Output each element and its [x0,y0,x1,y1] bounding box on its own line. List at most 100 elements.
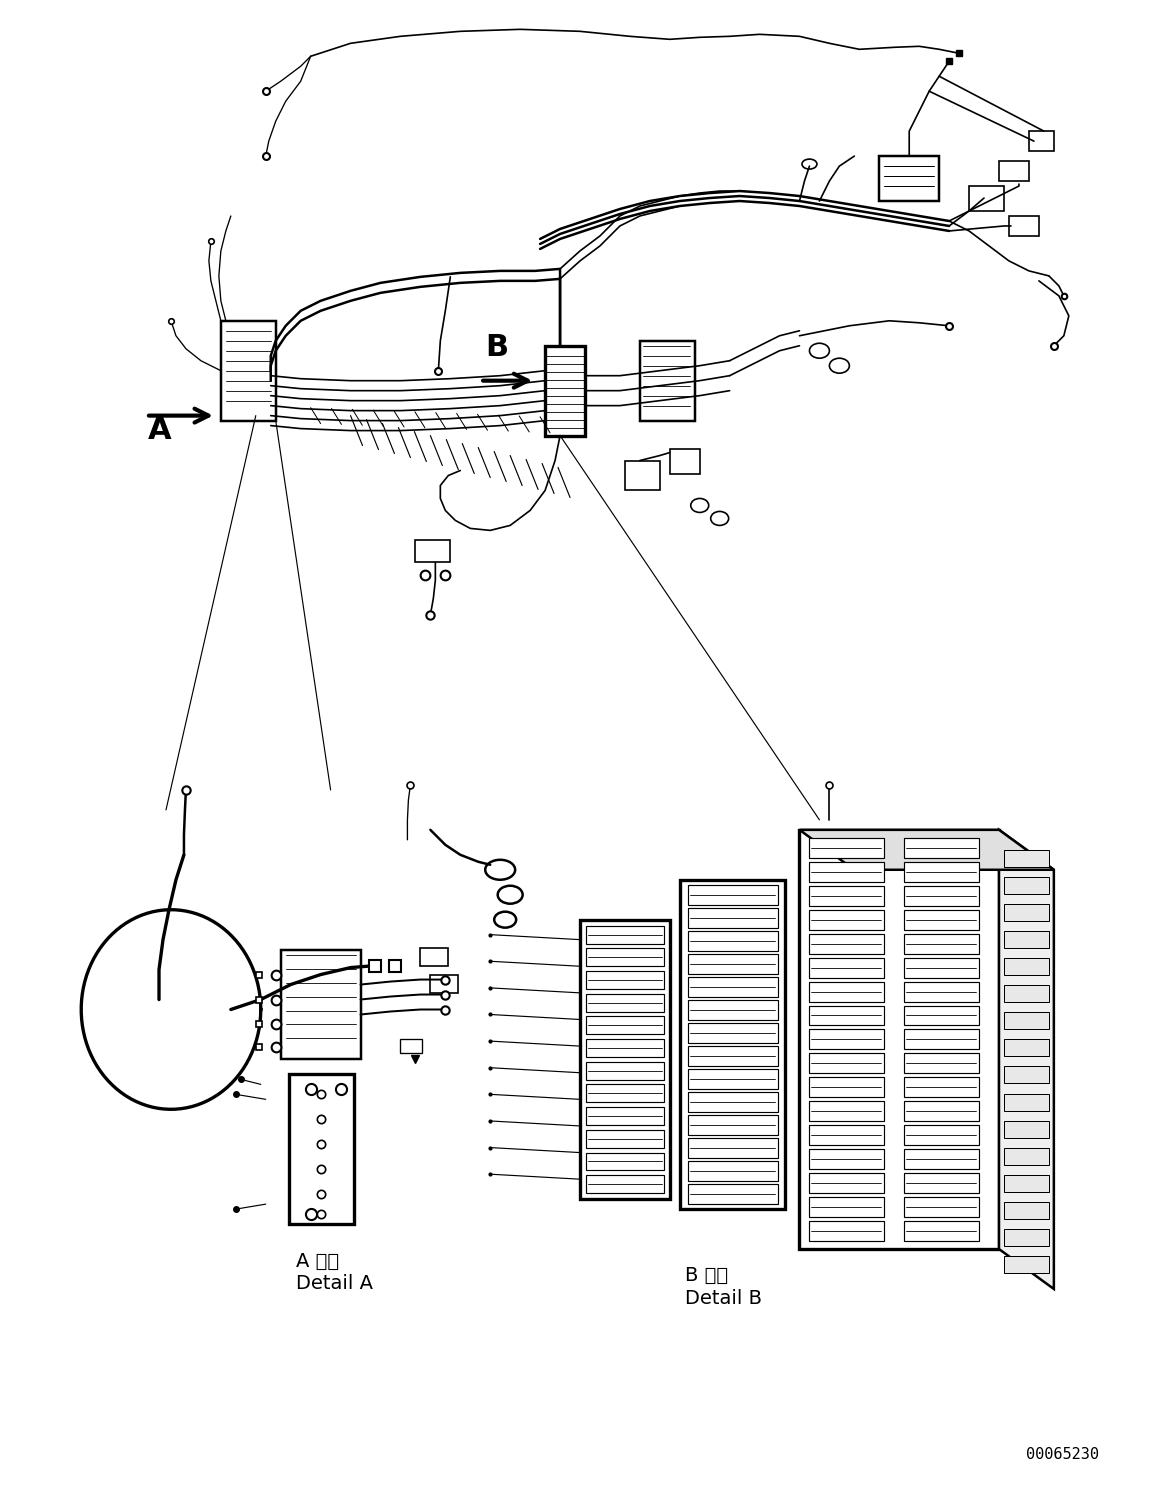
FancyBboxPatch shape [1004,931,1049,948]
FancyBboxPatch shape [1029,131,1054,152]
FancyBboxPatch shape [687,908,778,927]
FancyBboxPatch shape [809,1125,884,1146]
Ellipse shape [711,512,729,525]
FancyBboxPatch shape [586,1176,664,1193]
FancyBboxPatch shape [904,1006,979,1025]
FancyBboxPatch shape [586,1153,664,1171]
FancyBboxPatch shape [1004,1176,1049,1192]
FancyBboxPatch shape [280,949,361,1059]
FancyBboxPatch shape [904,838,979,857]
FancyBboxPatch shape [809,1006,884,1025]
FancyBboxPatch shape [687,1000,778,1019]
FancyBboxPatch shape [1004,1094,1049,1110]
FancyBboxPatch shape [430,975,458,992]
FancyBboxPatch shape [809,982,884,1001]
FancyBboxPatch shape [687,931,778,951]
FancyBboxPatch shape [999,161,1029,182]
FancyBboxPatch shape [687,954,778,973]
FancyBboxPatch shape [1004,1229,1049,1245]
Text: A 詳細: A 詳細 [295,1251,338,1271]
FancyBboxPatch shape [809,958,884,978]
FancyBboxPatch shape [809,1198,884,1217]
FancyBboxPatch shape [1004,1012,1049,1030]
FancyBboxPatch shape [904,1030,979,1049]
Text: Detail A: Detail A [295,1274,372,1293]
Text: Detail B: Detail B [685,1289,762,1308]
FancyBboxPatch shape [400,1040,422,1054]
FancyBboxPatch shape [1004,1256,1049,1274]
FancyBboxPatch shape [586,1085,664,1103]
FancyBboxPatch shape [586,1062,664,1080]
FancyBboxPatch shape [586,948,664,966]
Ellipse shape [809,344,829,359]
Ellipse shape [829,359,849,373]
FancyBboxPatch shape [809,1030,884,1049]
Ellipse shape [802,159,816,170]
FancyBboxPatch shape [1004,850,1049,868]
FancyBboxPatch shape [904,1054,979,1073]
FancyBboxPatch shape [687,1092,778,1112]
FancyBboxPatch shape [809,909,884,930]
FancyBboxPatch shape [1004,958,1049,975]
FancyBboxPatch shape [288,1074,354,1225]
FancyBboxPatch shape [687,978,778,997]
Polygon shape [999,830,1054,1289]
FancyBboxPatch shape [415,540,450,562]
FancyBboxPatch shape [809,1173,884,1193]
FancyBboxPatch shape [1004,1040,1049,1056]
FancyBboxPatch shape [1004,1067,1049,1083]
FancyBboxPatch shape [904,1173,979,1193]
FancyBboxPatch shape [420,948,448,966]
FancyBboxPatch shape [670,448,700,473]
FancyBboxPatch shape [904,885,979,906]
FancyBboxPatch shape [799,830,999,1248]
FancyBboxPatch shape [586,1129,664,1147]
FancyBboxPatch shape [687,1184,778,1204]
FancyBboxPatch shape [904,862,979,882]
FancyBboxPatch shape [904,933,979,954]
FancyBboxPatch shape [904,1125,979,1146]
Text: B 詳細: B 詳細 [685,1266,728,1286]
FancyBboxPatch shape [221,321,276,421]
FancyBboxPatch shape [904,1101,979,1122]
FancyBboxPatch shape [809,1149,884,1170]
FancyBboxPatch shape [1004,1202,1049,1219]
FancyBboxPatch shape [640,341,694,421]
FancyBboxPatch shape [809,1101,884,1122]
FancyBboxPatch shape [809,838,884,857]
Ellipse shape [494,912,516,927]
FancyBboxPatch shape [1004,1147,1049,1165]
FancyBboxPatch shape [679,879,785,1210]
FancyBboxPatch shape [687,1161,778,1181]
FancyBboxPatch shape [809,933,884,954]
FancyBboxPatch shape [586,1039,664,1056]
FancyBboxPatch shape [1004,1120,1049,1138]
FancyBboxPatch shape [625,460,659,491]
Text: 00065230: 00065230 [1026,1446,1099,1461]
FancyBboxPatch shape [904,909,979,930]
FancyBboxPatch shape [904,958,979,978]
FancyBboxPatch shape [586,994,664,1012]
FancyBboxPatch shape [904,1149,979,1170]
FancyBboxPatch shape [586,1107,664,1125]
FancyBboxPatch shape [1004,876,1049,894]
Ellipse shape [691,498,708,512]
FancyBboxPatch shape [809,885,884,906]
FancyBboxPatch shape [904,1222,979,1241]
FancyBboxPatch shape [687,1068,778,1089]
FancyBboxPatch shape [809,1054,884,1073]
Text: A: A [148,415,172,445]
FancyBboxPatch shape [687,1115,778,1135]
Text: B: B [485,333,508,362]
FancyBboxPatch shape [545,345,585,436]
FancyBboxPatch shape [904,982,979,1001]
FancyBboxPatch shape [809,1077,884,1097]
FancyBboxPatch shape [1004,905,1049,921]
FancyBboxPatch shape [687,1022,778,1043]
FancyBboxPatch shape [1004,985,1049,1003]
FancyBboxPatch shape [580,920,670,1199]
FancyBboxPatch shape [904,1077,979,1097]
FancyBboxPatch shape [809,862,884,882]
Polygon shape [799,830,1054,870]
FancyBboxPatch shape [809,1222,884,1241]
